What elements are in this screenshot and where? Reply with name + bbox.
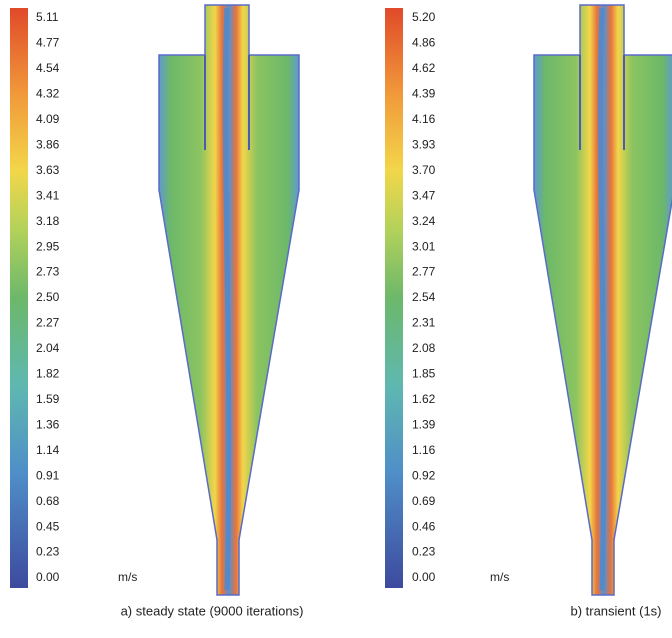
scale-label: 2.27 [36, 316, 60, 330]
caption: b) transient (1s) [570, 603, 661, 618]
vortex-finder [204, 55, 250, 150]
scale-label: 0.00 [36, 570, 60, 584]
panel: 5.20 4.86 4.62 4.39 4.16 3.93 3.70 3.47 3.24 3.01… [385, 4, 672, 618]
unit-label: m/s [118, 570, 137, 584]
scale-label: 4.39 [412, 87, 436, 101]
scale-label: 4.62 [412, 61, 436, 75]
scale-label: 0.69 [412, 494, 436, 508]
scale-label: 2.08 [412, 341, 436, 355]
scale-label: 2.73 [36, 265, 60, 279]
scale-label: 2.50 [36, 290, 60, 304]
scale-label: 2.31 [412, 316, 436, 330]
scale-label: 0.00 [412, 570, 436, 584]
color-scale [385, 8, 403, 588]
scale-label: 0.23 [412, 545, 436, 559]
scale-label: 4.16 [412, 112, 436, 126]
scale-label: 1.62 [412, 392, 436, 406]
vortex-finder [579, 55, 625, 150]
scale-label: 1.14 [36, 443, 60, 457]
color-scale [10, 8, 28, 588]
scale-label: 0.46 [412, 519, 436, 533]
scale-label: 1.36 [36, 417, 60, 431]
panel: 5.11 4.77 4.54 4.32 4.09 3.86 3.63 3.41 3.18 2.95… [10, 4, 304, 618]
scale-label: 3.63 [36, 163, 60, 177]
scale-label: 3.41 [36, 188, 60, 202]
scale-label: 2.54 [412, 290, 436, 304]
scale-label: 4.77 [36, 36, 60, 50]
scale-label: 3.70 [412, 163, 436, 177]
scale-label: 3.24 [412, 214, 436, 228]
scale-label: 4.86 [412, 36, 436, 50]
scale-label: 5.20 [412, 10, 436, 24]
scale-label: 4.09 [36, 112, 60, 126]
scale-label: 2.04 [36, 341, 60, 355]
scale-label: 1.16 [412, 443, 436, 457]
scale-label: 4.32 [36, 87, 60, 101]
unit-label: m/s [490, 570, 509, 584]
caption: a) steady state (9000 iterations) [121, 603, 304, 618]
scale-label: 1.85 [412, 367, 436, 381]
core-streak [597, 7, 607, 591]
core-streak [222, 7, 232, 591]
scale-label: 2.77 [412, 265, 436, 279]
scale-label: 3.01 [412, 239, 436, 253]
scale-label: 0.91 [36, 468, 60, 482]
scale-label: 1.39 [412, 417, 436, 431]
scale-label: 3.86 [36, 137, 60, 151]
scale-label: 1.82 [36, 367, 60, 381]
scale-label: 0.45 [36, 519, 60, 533]
scale-label: 1.59 [36, 392, 60, 406]
scale-label: 3.93 [412, 137, 436, 151]
scale-label: 3.47 [412, 188, 436, 202]
scale-label: 5.11 [36, 10, 59, 24]
scale-label: 0.68 [36, 494, 60, 508]
scale-label: 3.18 [36, 214, 60, 228]
scale-label: 2.95 [36, 239, 60, 253]
scale-label: 0.92 [412, 468, 436, 482]
scale-label: 0.23 [36, 545, 60, 559]
scale-label: 4.54 [36, 61, 60, 75]
